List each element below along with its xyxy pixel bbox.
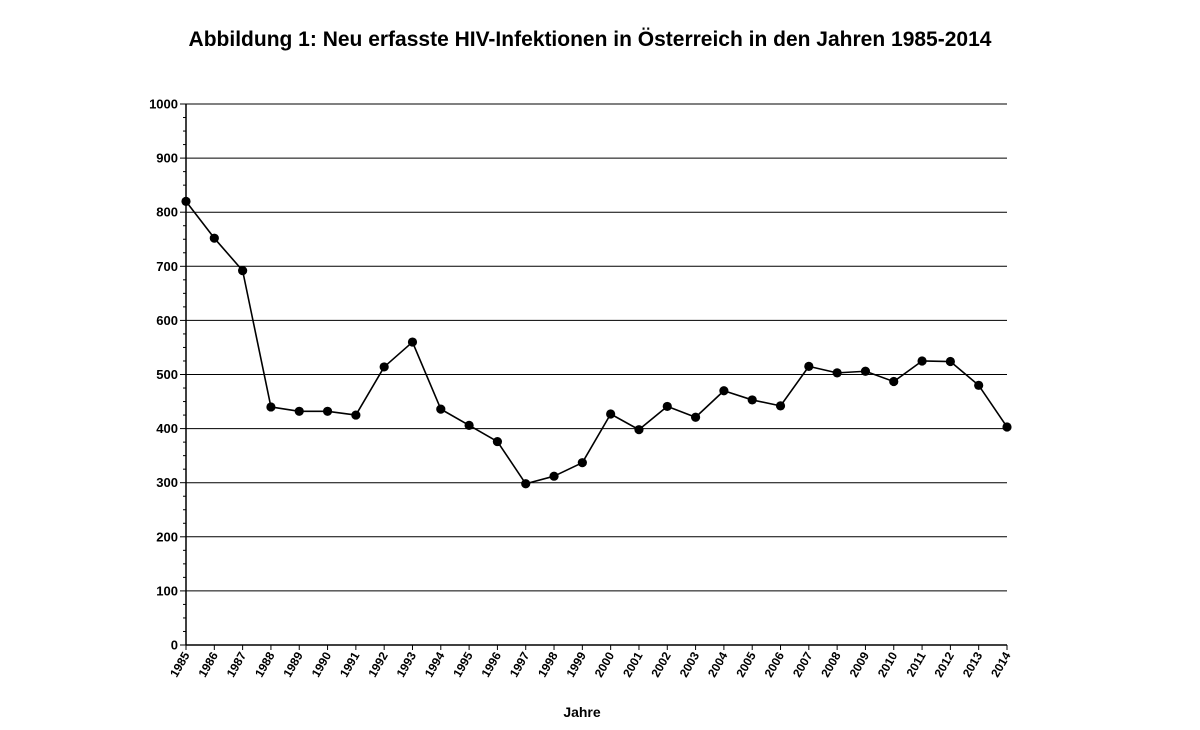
data-point xyxy=(266,402,276,412)
y-tick-label: 300 xyxy=(156,475,178,490)
x-tick-label: 2001 xyxy=(620,649,646,679)
data-point xyxy=(719,386,729,396)
x-tick-label: 2000 xyxy=(592,649,618,679)
y-tick-label: 1000 xyxy=(149,97,178,112)
x-tick-label: 1986 xyxy=(195,649,221,679)
x-tick-label: 1999 xyxy=(563,649,589,679)
data-point xyxy=(294,406,304,416)
y-tick-label: 500 xyxy=(156,367,178,382)
x-tick-label: 2005 xyxy=(733,649,759,679)
y-tick-label: 200 xyxy=(156,529,178,544)
x-tick-label: 1987 xyxy=(224,649,250,679)
y-tick-labels: 0 100 200 300 400 500 600 700 800 900 1000 xyxy=(149,97,178,653)
x-tick-label: 1989 xyxy=(280,649,306,679)
x-tick-label: 1998 xyxy=(535,649,561,679)
y-tick-label: 0 xyxy=(171,638,178,653)
x-tick-label: 2014 xyxy=(988,649,1014,679)
y-tick-label: 700 xyxy=(156,259,178,274)
y-tick-label: 100 xyxy=(156,583,178,598)
x-tick-label: 1993 xyxy=(394,649,420,679)
series-line xyxy=(185,200,1008,485)
x-tick-label: 1996 xyxy=(479,649,505,679)
data-point xyxy=(606,409,616,419)
data-point xyxy=(181,196,191,206)
x-tick-label: 2011 xyxy=(904,649,929,679)
data-point xyxy=(1002,422,1012,432)
x-tick-label: 1994 xyxy=(422,649,448,679)
data-point xyxy=(690,412,701,422)
x-tick-label: 1988 xyxy=(252,649,278,679)
y-tick-label: 400 xyxy=(156,421,178,436)
x-tick-label: 2010 xyxy=(875,649,901,679)
data-point xyxy=(549,471,559,481)
x-tick-label: 2008 xyxy=(818,649,844,679)
series-line-layer xyxy=(185,200,1008,485)
x-tick-label: 1990 xyxy=(309,649,335,679)
data-point xyxy=(889,376,899,387)
y-tick-label: 900 xyxy=(156,151,178,166)
x-tick-label: 2009 xyxy=(847,649,873,679)
x-axis-label: Jahre xyxy=(563,704,601,720)
data-points xyxy=(181,196,1012,489)
data-point xyxy=(634,425,644,435)
x-tick-label: 1992 xyxy=(365,649,391,679)
x-tick-label: 1985 xyxy=(167,649,193,679)
x-tick-label: 2012 xyxy=(932,649,958,679)
axes xyxy=(180,103,1008,650)
data-point xyxy=(860,366,871,376)
x-tick-label: 2004 xyxy=(705,649,731,679)
data-point xyxy=(492,436,503,447)
data-point xyxy=(945,356,955,367)
data-point xyxy=(521,479,531,489)
data-point xyxy=(238,266,248,276)
data-point xyxy=(351,410,361,420)
chart-title: Abbildung 1: Neu erfasste HIV-Infektione… xyxy=(188,28,992,51)
x-tick-label: 2007 xyxy=(790,649,816,679)
data-point xyxy=(322,406,333,416)
y-tick-label: 600 xyxy=(156,313,178,328)
data-point xyxy=(577,458,587,468)
data-point xyxy=(747,395,757,405)
data-point xyxy=(436,404,446,414)
data-point xyxy=(917,356,927,366)
x-tick-label: 2002 xyxy=(648,649,674,679)
data-point xyxy=(464,420,474,430)
data-point xyxy=(974,380,984,390)
data-point xyxy=(407,337,418,347)
data-point xyxy=(832,368,842,378)
x-tick-labels: 1985 1986 1987 1988 1989 1990 1991 1992 1993 1994… xyxy=(167,649,1014,679)
data-point xyxy=(804,361,814,371)
y-tick-label: 800 xyxy=(156,205,178,220)
data-point xyxy=(379,362,389,372)
x-tick-label: 2006 xyxy=(762,649,788,679)
gridlines xyxy=(186,103,1007,646)
data-point xyxy=(209,233,219,243)
data-point xyxy=(662,401,672,412)
x-tick-label: 1995 xyxy=(450,649,476,679)
x-tick-label: 1997 xyxy=(507,649,533,679)
x-tick-label: 2013 xyxy=(960,649,986,679)
x-tick-label: 1991 xyxy=(337,649,363,679)
x-tick-label: 2003 xyxy=(677,649,703,679)
data-point xyxy=(775,401,786,411)
